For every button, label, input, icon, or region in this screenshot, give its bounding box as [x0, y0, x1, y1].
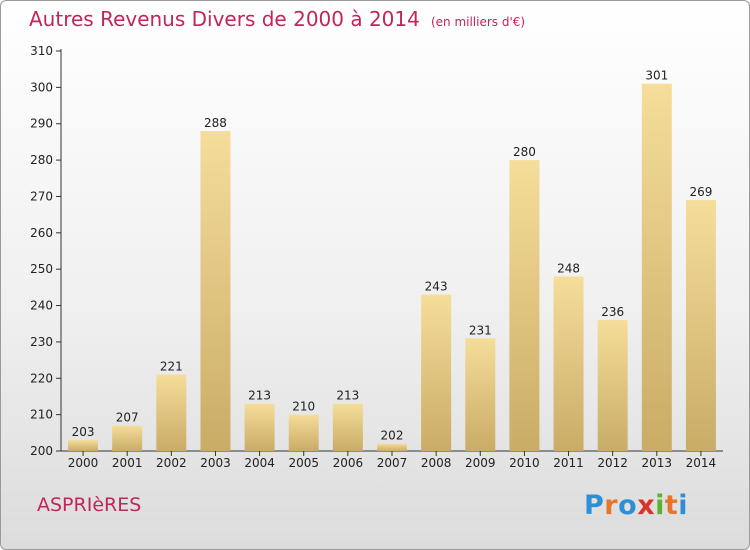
y-tick-label: 280 [30, 153, 53, 167]
bar [377, 443, 407, 451]
x-tick-label: 2002 [156, 456, 187, 470]
bar [288, 414, 319, 451]
y-tick-label: 220 [30, 371, 53, 385]
bar [641, 83, 672, 452]
bar [112, 425, 143, 451]
chart-subtitle: (en milliers d'€) [430, 15, 526, 29]
y-tick-label: 200 [30, 444, 53, 458]
y-tick-label: 240 [30, 299, 53, 313]
chart-title: Autres Revenus Divers de 2000 à 2014 [29, 7, 420, 31]
x-tick-label: 2005 [288, 456, 319, 470]
bar-value-label: 280 [513, 145, 536, 159]
x-tick-label: 2003 [200, 456, 231, 470]
bar [244, 403, 275, 451]
x-tick-label: 2001 [112, 456, 143, 470]
bar-value-label: 231 [469, 323, 492, 337]
x-tick-label: 2013 [642, 456, 673, 470]
bar-value-label: 288 [204, 116, 227, 130]
logo-letter: P [584, 490, 605, 521]
bar-value-label: 207 [116, 411, 139, 425]
logo-letter: x [637, 490, 656, 521]
bar [597, 320, 628, 451]
x-tick-label: 2007 [377, 456, 408, 470]
x-tick-label: 2014 [686, 456, 717, 470]
y-tick-label: 250 [30, 262, 53, 276]
x-tick-label: 2011 [553, 456, 584, 470]
bar [200, 131, 231, 451]
x-tick-label: 2006 [333, 456, 364, 470]
x-tick-label: 2004 [244, 456, 275, 470]
bar-value-label: 210 [292, 400, 315, 414]
y-tick-label: 300 [30, 80, 53, 94]
bar [685, 200, 716, 451]
x-tick-label: 2009 [465, 456, 496, 470]
bar-value-label: 221 [160, 360, 183, 374]
bar-value-label: 248 [557, 261, 580, 275]
bar [156, 374, 187, 451]
y-tick-label: 310 [30, 44, 53, 58]
commune-name: ASPRIèRES [37, 494, 142, 516]
bars: 203 207 221 288 213 210 213 202 243 231 280 248 236 3… [68, 69, 716, 452]
y-tick-label: 290 [30, 117, 53, 131]
bar-value-label: 243 [425, 280, 448, 294]
logo-letter: i [655, 490, 665, 521]
logo-letter: i [678, 490, 689, 521]
bar-value-label: 213 [248, 389, 271, 403]
y-tick-label: 260 [30, 226, 53, 240]
x-tick-label: 2010 [509, 456, 540, 470]
bar-value-label: 202 [381, 429, 404, 443]
y-tick-label: 270 [30, 189, 53, 203]
logo-letter: o [618, 490, 638, 521]
proxiti-logo: Proxiti [584, 490, 688, 521]
bar-value-label: 236 [601, 305, 624, 319]
y-tick-label: 230 [30, 335, 53, 349]
logo-letter: r [604, 490, 619, 521]
x-tick-label: 2012 [597, 456, 628, 470]
x-tick-label: 2008 [421, 456, 452, 470]
bar-value-label: 203 [72, 425, 95, 439]
x-tick-label: 2000 [68, 456, 99, 470]
bar [509, 160, 540, 451]
chart-title-block: Autres Revenus Divers de 2000 à 2014 (en… [29, 7, 525, 31]
bar [465, 338, 496, 451]
bar [332, 403, 363, 451]
bar-value-label: 213 [336, 389, 359, 403]
bar-value-label: 301 [645, 69, 668, 83]
bar [68, 440, 99, 451]
bar-value-label: 269 [689, 185, 712, 199]
axes: 200 210 220 230 240 250 260 270 280 290 300 310 2000… [30, 44, 723, 470]
logo-letter: t [664, 490, 679, 521]
bar [553, 276, 584, 451]
y-tick-label: 210 [30, 408, 53, 422]
bar [421, 294, 452, 451]
